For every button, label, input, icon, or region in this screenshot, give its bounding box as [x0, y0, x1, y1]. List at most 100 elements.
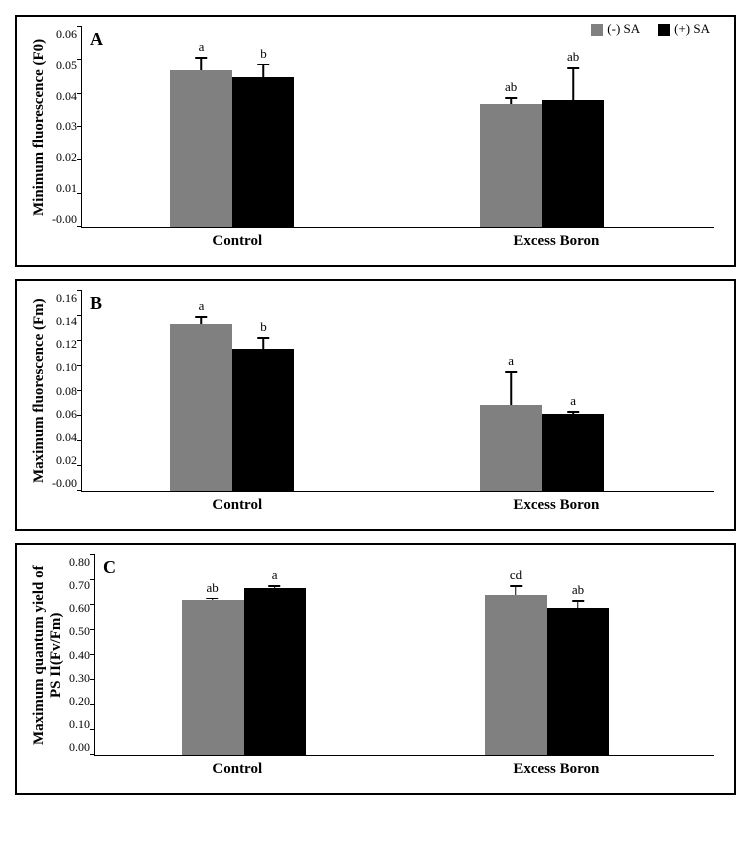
- x-labels: Control Excess Boron: [87, 761, 714, 783]
- bar: a: [170, 70, 232, 227]
- panel-letter: A: [90, 29, 103, 50]
- y-tick-label: 0.08: [56, 384, 77, 399]
- significance-label: ab: [505, 79, 517, 95]
- y-tick-label: 0.30: [69, 671, 90, 686]
- y-tickmark: [90, 679, 95, 680]
- panel-B: Maximum fluorescence (Fm)0.160.140.120.1…: [15, 279, 736, 531]
- significance-label: a: [199, 298, 205, 314]
- bar-group: abab: [480, 100, 604, 227]
- bar: a: [480, 405, 542, 491]
- bar-wrap: a: [244, 588, 306, 756]
- y-tick-label: 0.03: [56, 119, 77, 134]
- error-bar: [263, 64, 265, 77]
- y-tickmark: [90, 629, 95, 630]
- plot-area: Cabacdab: [94, 555, 714, 756]
- significance-label: cd: [510, 567, 522, 583]
- significance-label: a: [199, 39, 205, 55]
- significance-label: ab: [207, 580, 219, 596]
- bar-group: ab: [170, 324, 294, 492]
- bar: a: [542, 414, 604, 492]
- bar-wrap: a: [170, 70, 232, 227]
- y-tick-label: 0.00: [69, 740, 90, 755]
- significance-label: a: [508, 353, 514, 369]
- panel-C: Maximum quantum yield of PS II(Fv/Fm)0.8…: [15, 543, 736, 795]
- error-bar: [572, 411, 574, 414]
- y-tick-label: 0.05: [56, 58, 77, 73]
- bar-wrap: a: [480, 405, 542, 491]
- error-bar: [572, 67, 574, 100]
- y-tickmark: [90, 729, 95, 730]
- y-tick-label: 0.04: [56, 430, 77, 445]
- y-tickmark: [77, 93, 82, 94]
- bar: ab: [480, 104, 542, 227]
- y-tickmark: [90, 554, 95, 555]
- bar-group: ab: [170, 70, 294, 227]
- bar: ab: [182, 600, 244, 755]
- y-axis-label: Maximum quantum yield of PS II(Fv/Fm): [27, 555, 69, 755]
- y-ticks: 0.160.140.120.100.080.060.040.02-0.00: [52, 291, 81, 491]
- error-bar: [510, 371, 512, 405]
- bar-wrap: ab: [547, 608, 609, 756]
- x-label: Control: [212, 761, 262, 778]
- y-tick-label: 0.20: [69, 694, 90, 709]
- error-bar: [212, 598, 214, 601]
- bar-group: cdab: [485, 595, 609, 755]
- y-tick-label: 0.16: [56, 291, 77, 306]
- y-tick-label: 0.40: [69, 648, 90, 663]
- panel-letter: C: [103, 557, 116, 578]
- bar-group: aa: [480, 405, 604, 491]
- y-tick-label: 0.02: [56, 150, 77, 165]
- y-tickmark: [77, 159, 82, 160]
- bar-wrap: ab: [542, 100, 604, 227]
- panel-letter: B: [90, 293, 102, 314]
- error-bar: [263, 337, 265, 348]
- y-ticks: 0.800.700.600.500.400.300.200.100.00: [69, 555, 94, 755]
- y-tickmark: [77, 193, 82, 194]
- significance-label: a: [570, 393, 576, 409]
- bar-wrap: a: [170, 324, 232, 492]
- y-tick-label: 0.50: [69, 624, 90, 639]
- plot-area: Babaa: [81, 291, 714, 492]
- bar: a: [170, 324, 232, 492]
- y-tick-label: -0.00: [52, 212, 77, 227]
- x-labels: ControlExcess Boron: [87, 233, 714, 255]
- y-tick-label: -0.00: [52, 476, 77, 491]
- y-tick-label: 0.04: [56, 89, 77, 104]
- y-tick-label: 0.10: [56, 360, 77, 375]
- bar-wrap: b: [232, 349, 294, 492]
- error-bar: [510, 97, 512, 104]
- error-bar: [274, 585, 276, 588]
- y-tick-label: 0.80: [69, 555, 90, 570]
- x-label: Control: [212, 497, 262, 514]
- y-tick-label: 0.10: [69, 717, 90, 732]
- bar-wrap: b: [232, 77, 294, 227]
- y-tick-label: 0.02: [56, 453, 77, 468]
- error-bar: [515, 585, 517, 595]
- bar-wrap: cd: [485, 595, 547, 755]
- y-tick-label: 0.01: [56, 181, 77, 196]
- plot-area: Aababab: [81, 27, 714, 228]
- significance-label: a: [272, 567, 278, 583]
- bar: ab: [542, 100, 604, 227]
- bar-wrap: ab: [182, 600, 244, 755]
- y-tickmark: [90, 604, 95, 605]
- y-tickmark: [90, 579, 95, 580]
- x-labels: Control Excess Boron: [87, 497, 714, 519]
- y-tickmark: [77, 126, 82, 127]
- y-tickmark: [77, 26, 82, 27]
- panel-A: (-) SA(+) SAMinimum fluorescence (F0)0.0…: [15, 15, 736, 267]
- x-label: Excess Boron: [513, 497, 599, 514]
- significance-label: b: [260, 319, 267, 335]
- y-axis-label: Maximum fluorescence (Fm): [27, 291, 52, 491]
- bar: cd: [485, 595, 547, 755]
- y-tickmark: [77, 59, 82, 60]
- x-label: Excess Boron: [513, 761, 599, 778]
- y-tick-label: 0.06: [56, 27, 77, 42]
- y-tickmark: [77, 315, 82, 316]
- y-tick-label: 0.12: [56, 337, 77, 352]
- bar-wrap: ab: [480, 104, 542, 227]
- y-tickmark: [90, 654, 95, 655]
- y-tickmark: [90, 754, 95, 755]
- error-bar: [577, 600, 579, 608]
- y-axis-label: Minimum fluorescence (F0): [27, 27, 52, 227]
